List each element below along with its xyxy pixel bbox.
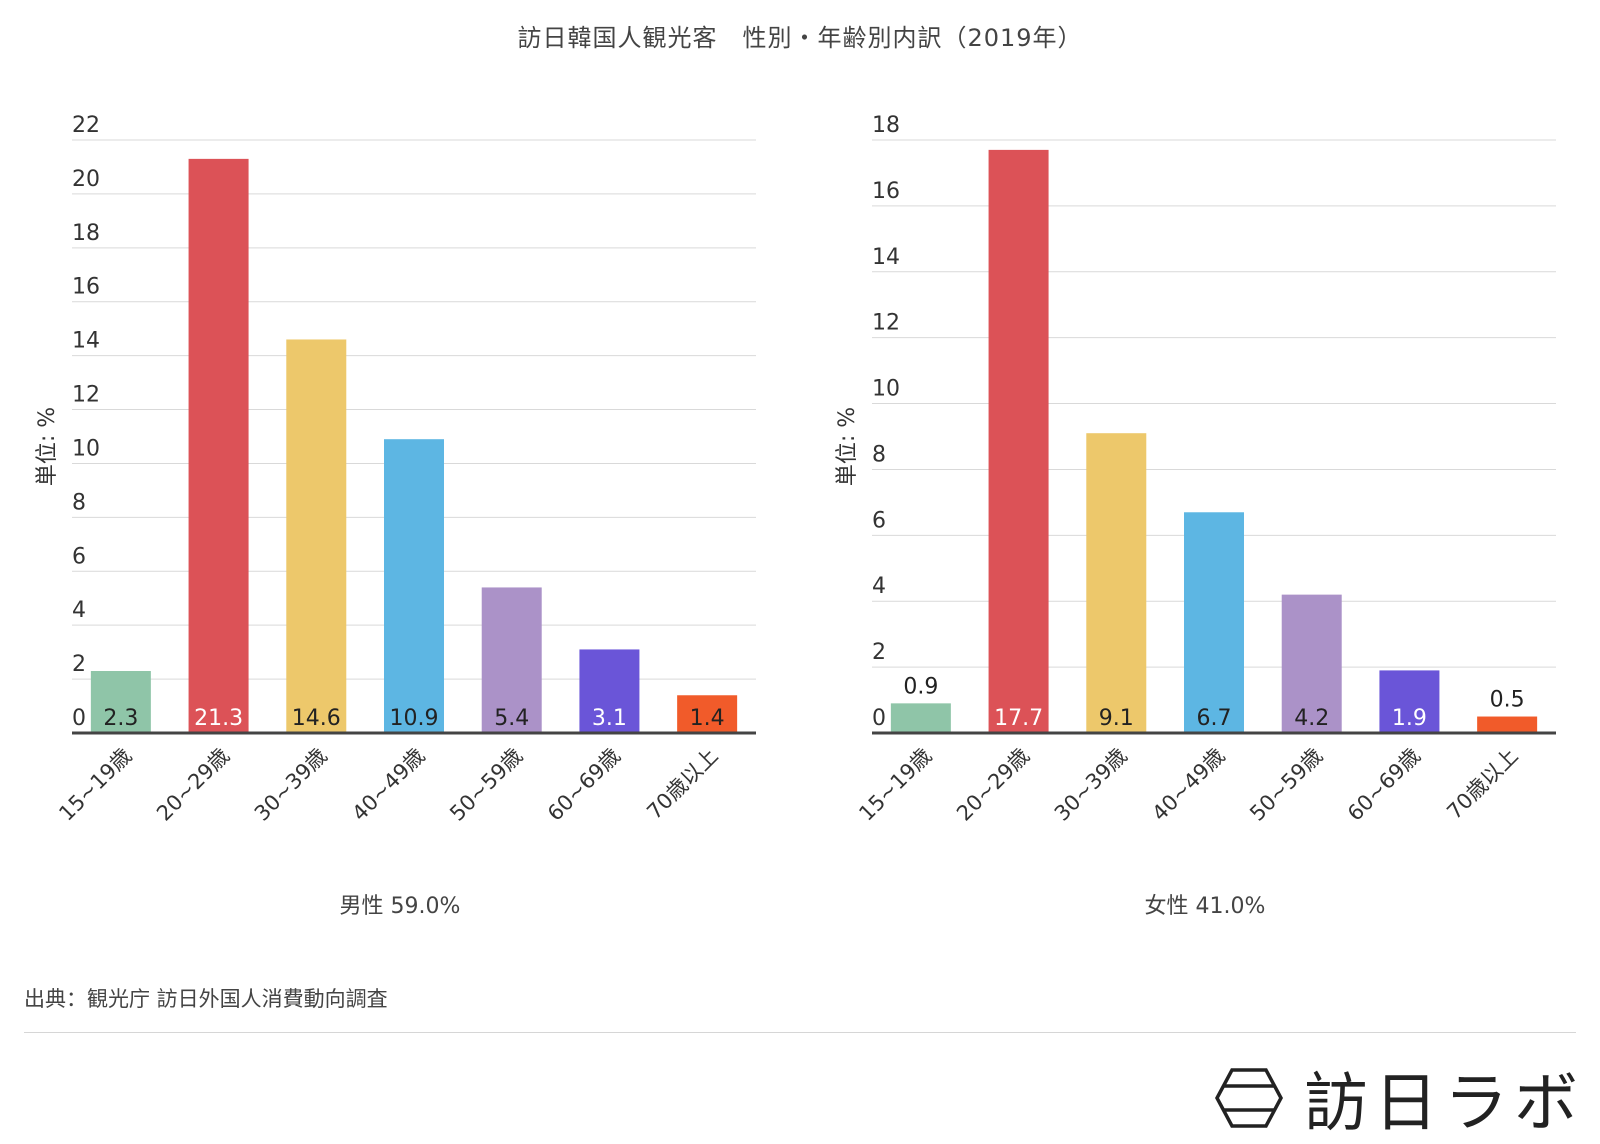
x-tick-label: 15~19歳 [54, 744, 136, 826]
data-label: 2.3 [103, 706, 138, 731]
y-tick-label: 0 [72, 706, 86, 731]
y-axis-label: 単位: % [35, 407, 60, 486]
logo-text: 訪日ラボ [1304, 1067, 1584, 1141]
data-label: 1.9 [1392, 706, 1427, 731]
male-bar [384, 439, 444, 733]
y-tick-label: 0 [872, 706, 886, 731]
data-label: 1.4 [690, 706, 725, 731]
data-label: 0.5 [1490, 688, 1525, 713]
male-bar [286, 339, 347, 733]
male-bar-chart: 0 2 4 6 8 10 12 14 16 18 20 22 単位: % 2.3 15~19歳 21.3 20~… [35, 113, 756, 826]
data-label: 10.9 [390, 706, 439, 731]
x-tick-label: 60~69歳 [543, 744, 625, 826]
male-bar [188, 158, 249, 734]
y-tick-label: 14 [72, 329, 100, 354]
x-tick-label: 40~49歳 [347, 744, 429, 826]
female-bar-chart: 0 2 4 6 8 10 12 14 16 18 単位: % 0.9 15~19歳 17.7 20~29歳 9… [835, 113, 1556, 826]
y-tick-label: 2 [872, 640, 886, 665]
data-label: 6.7 [1197, 706, 1232, 731]
male-bar [90, 671, 151, 733]
male-bar [677, 695, 738, 733]
y-tick-label: 14 [872, 245, 900, 270]
female-bar [1477, 716, 1538, 733]
x-tick-label: 60~69歳 [1343, 744, 1425, 826]
x-tick-label: 20~29歳 [952, 744, 1034, 826]
y-tick-label: 22 [72, 113, 100, 138]
female-bar [1184, 512, 1244, 733]
female-bar [1086, 433, 1147, 733]
y-tick-label: 2 [72, 652, 86, 677]
y-tick-label: 16 [72, 275, 100, 300]
female-bar [988, 149, 1049, 734]
x-tick-label: 30~39歳 [1050, 744, 1132, 826]
female-bar [890, 703, 951, 733]
data-label: 0.9 [903, 674, 938, 699]
y-tick-label: 12 [72, 383, 100, 408]
female-subtitle: 女性 41.0% [1144, 894, 1266, 919]
female-bar [1379, 670, 1440, 733]
y-tick-label: 6 [872, 508, 886, 533]
y-tick-label: 10 [872, 377, 900, 402]
x-tick-label: 50~59歳 [1245, 744, 1327, 826]
hexagon-icon [1215, 1068, 1283, 1128]
y-tick-label: 8 [872, 442, 886, 467]
x-tick-label: 40~49歳 [1147, 744, 1229, 826]
male-subtitle: 男性 59.0% [339, 894, 461, 919]
male-bar [481, 587, 542, 733]
data-label: 21.3 [194, 706, 243, 731]
data-label: 17.7 [994, 706, 1043, 731]
y-tick-label: 12 [872, 311, 900, 336]
data-label: 9.1 [1099, 706, 1134, 731]
female-bar [1281, 594, 1342, 733]
y-axis-label: 単位: % [835, 407, 860, 486]
data-label: 4.2 [1294, 706, 1329, 731]
y-tick-label: 16 [872, 179, 900, 204]
y-tick-label: 18 [72, 221, 100, 246]
x-tick-label: 20~29歳 [152, 744, 234, 826]
x-tick-label: 50~59歳 [445, 744, 527, 826]
y-tick-label: 10 [72, 436, 100, 461]
y-tick-label: 20 [72, 167, 100, 192]
x-tick-label: 30~39歳 [250, 744, 332, 826]
data-label: 5.4 [494, 706, 529, 731]
source-note: 出典：観光庁 訪日外国人消費動向調査 [24, 987, 388, 1011]
y-tick-label: 8 [72, 490, 86, 515]
chart-title: 訪日韓国人観光客 性別・年齢別内訳（2019年） [517, 24, 1083, 52]
x-tick-label: 70歳以上 [642, 744, 722, 824]
x-tick-label: 70歳以上 [1442, 744, 1522, 824]
logo: 訪日ラボ [1214, 1052, 1584, 1144]
data-label: 3.1 [592, 706, 627, 731]
x-tick-label: 15~19歳 [854, 744, 936, 826]
footer-divider [24, 1032, 1576, 1033]
data-label: 14.6 [292, 706, 341, 731]
male-bar [579, 649, 640, 733]
y-tick-label: 4 [72, 598, 86, 623]
y-tick-label: 18 [872, 113, 900, 138]
y-tick-label: 4 [872, 574, 886, 599]
y-tick-label: 6 [72, 544, 86, 569]
